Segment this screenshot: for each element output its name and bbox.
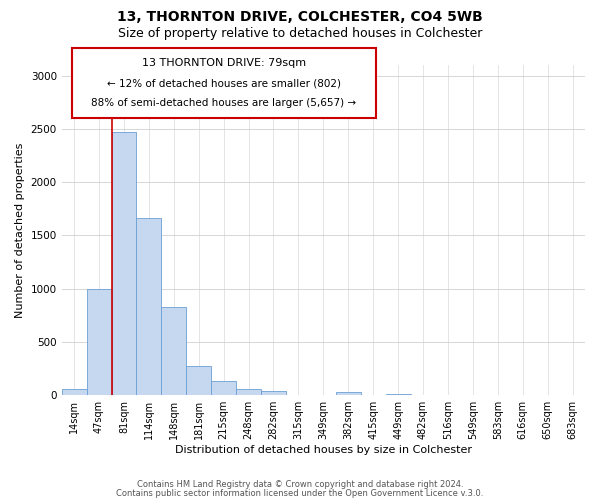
Text: 88% of semi-detached houses are larger (5,657) →: 88% of semi-detached houses are larger (…	[91, 98, 356, 108]
Bar	[161, 307, 186, 395]
Text: 13 THORNTON DRIVE: 79sqm: 13 THORNTON DRIVE: 79sqm	[142, 58, 306, 68]
X-axis label: Distribution of detached houses by size in Colchester: Distribution of detached houses by size …	[175, 445, 472, 455]
Text: 13, THORNTON DRIVE, COLCHESTER, CO4 5WB: 13, THORNTON DRIVE, COLCHESTER, CO4 5WB	[117, 10, 483, 24]
Text: ← 12% of detached houses are smaller (802): ← 12% of detached houses are smaller (80…	[107, 78, 341, 88]
FancyBboxPatch shape	[72, 48, 376, 118]
Bar	[336, 392, 361, 395]
Text: Contains HM Land Registry data © Crown copyright and database right 2024.: Contains HM Land Registry data © Crown c…	[137, 480, 463, 489]
Bar	[136, 218, 161, 395]
Bar	[386, 394, 410, 395]
Bar	[236, 390, 261, 395]
Bar	[261, 392, 286, 395]
Bar	[211, 382, 236, 395]
Bar	[86, 288, 112, 395]
Bar	[186, 366, 211, 395]
Bar	[62, 390, 86, 395]
Y-axis label: Number of detached properties: Number of detached properties	[15, 142, 25, 318]
Text: Contains public sector information licensed under the Open Government Licence v.: Contains public sector information licen…	[116, 488, 484, 498]
Bar	[112, 132, 136, 395]
Text: Size of property relative to detached houses in Colchester: Size of property relative to detached ho…	[118, 28, 482, 40]
